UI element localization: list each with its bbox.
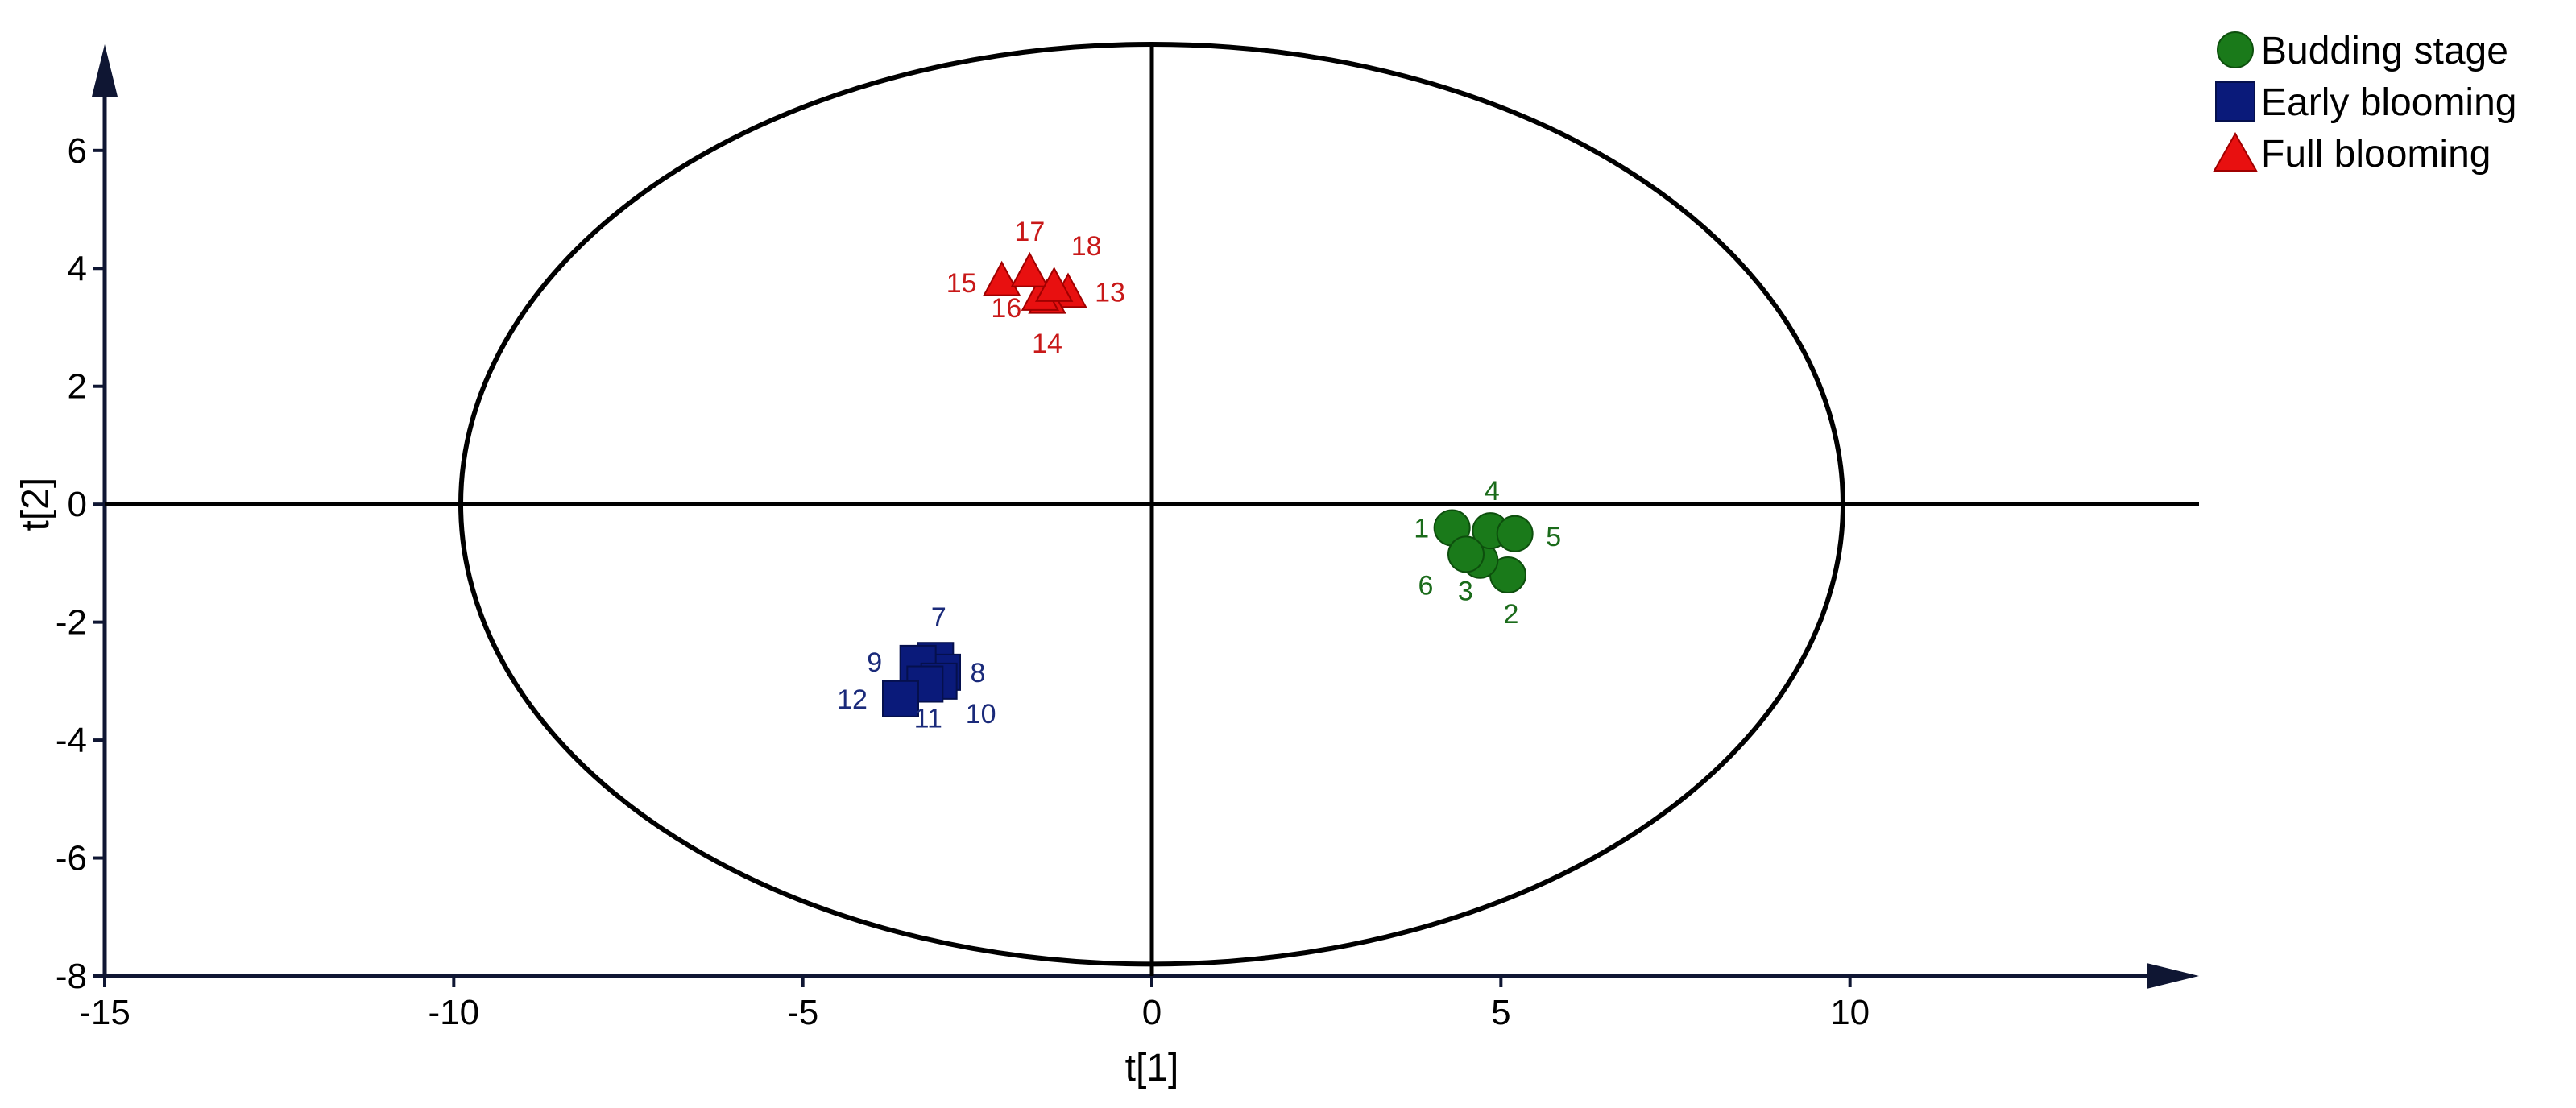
axes: -15 -10 -5 0 5 10 6 4 2 0 -2 -4 -6 -8 t[1] t[2] xyxy=(14,44,2199,1089)
point-label: 14 xyxy=(1032,329,1062,359)
point-label: 2 xyxy=(1504,599,1519,630)
point-label: 9 xyxy=(867,647,882,678)
confidence-ellipse xyxy=(458,42,1845,967)
point-label: 3 xyxy=(1458,577,1473,607)
budding-point xyxy=(1447,535,1485,573)
point-label: 11 xyxy=(914,704,942,734)
point-label: 12 xyxy=(837,684,868,715)
point-label: 17 xyxy=(1014,217,1045,247)
point-label: 15 xyxy=(946,268,977,299)
y-tick-label: -4 xyxy=(56,721,87,760)
legend-circle-icon xyxy=(2217,31,2254,68)
x-tick-label: 0 xyxy=(1142,993,1162,1032)
x-axis-arrow xyxy=(2147,963,2199,989)
legend-label: Budding stage xyxy=(2261,30,2508,72)
x-tick-label: -10 xyxy=(429,993,480,1032)
legend-label: Full blooming xyxy=(2261,133,2491,176)
point-label: 6 xyxy=(1418,570,1434,601)
x-tick-label: -15 xyxy=(79,993,130,1032)
legend-triangle-icon xyxy=(2213,131,2258,172)
x-tick-label: 5 xyxy=(1491,993,1510,1032)
point-label: 13 xyxy=(1095,278,1125,308)
legend-label: Early blooming xyxy=(2261,81,2516,124)
y-tick-label: 0 xyxy=(68,485,87,524)
full-blooming-point xyxy=(1010,251,1050,287)
early-blooming-point xyxy=(882,680,919,717)
x-axis-title: t[1] xyxy=(1125,1047,1179,1089)
y-tick-label: -8 xyxy=(56,957,87,996)
point-label: 8 xyxy=(971,658,986,688)
y-axis-arrow xyxy=(92,44,118,97)
point-label: 1 xyxy=(1414,513,1429,544)
legend-square-icon xyxy=(2215,81,2255,122)
y-tick-label: -2 xyxy=(56,603,87,643)
point-label: 4 xyxy=(1485,476,1500,506)
full-blooming-point xyxy=(1034,267,1074,302)
budding-point xyxy=(1496,515,1534,552)
data-points xyxy=(882,251,1534,717)
y-tick-label: -6 xyxy=(56,839,87,879)
y-tick-label: 6 xyxy=(68,131,87,171)
full-blooming-point xyxy=(982,260,1021,296)
point-label: 16 xyxy=(991,293,1021,324)
hotelling-ellipse xyxy=(458,42,1845,967)
y-tick-label: 2 xyxy=(68,367,87,407)
point-label: 5 xyxy=(1546,522,1561,552)
x-tick-label: 10 xyxy=(1830,993,1870,1032)
point-label: 7 xyxy=(931,602,946,633)
y-axis-title: t[2] xyxy=(14,478,57,531)
y-tick-label: 4 xyxy=(68,249,87,288)
legend: Budding stage Early blooming Full blooming xyxy=(2213,30,2516,176)
x-tick-label: -5 xyxy=(787,993,818,1032)
point-label: 10 xyxy=(966,699,996,730)
point-label: 18 xyxy=(1071,231,1102,262)
